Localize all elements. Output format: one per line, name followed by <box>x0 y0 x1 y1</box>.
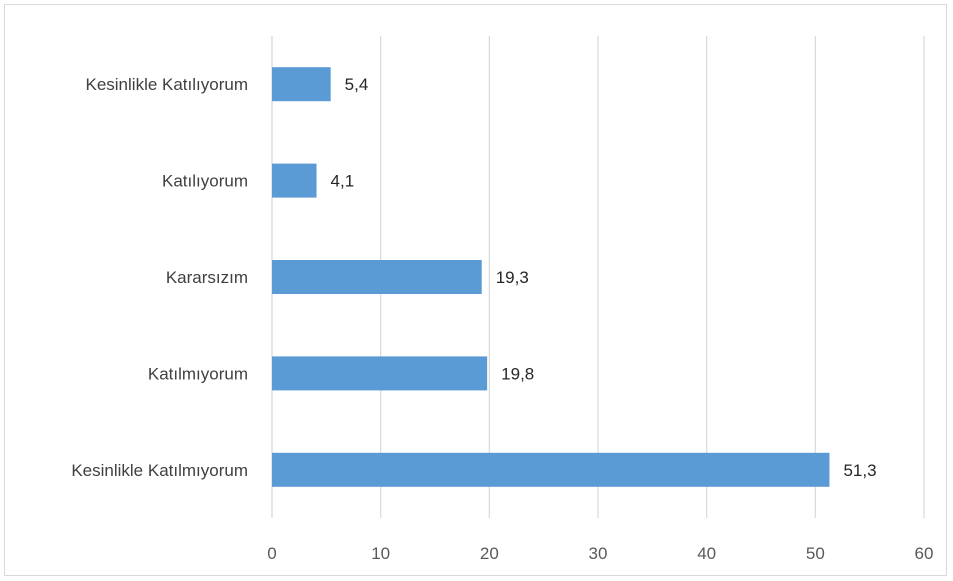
x-tick-label: 40 <box>697 544 716 563</box>
bar <box>272 260 482 294</box>
bar <box>272 356 488 391</box>
data-label: 19,8 <box>501 364 534 383</box>
bar <box>272 67 331 102</box>
data-label: 4,1 <box>331 172 355 191</box>
category-label: Kesinlikle Katılmıyorum <box>71 461 248 480</box>
bar <box>272 163 317 198</box>
data-labels: 5,4 4,1 19,3 19,8 51,3 <box>331 75 877 480</box>
category-label: Kesinlikle Katılıyorum <box>85 75 248 94</box>
x-tick-label: 10 <box>371 544 390 563</box>
x-tick-label: 20 <box>480 544 499 563</box>
x-tick-label: 60 <box>915 544 934 563</box>
category-label: Katılıyorum <box>162 172 248 191</box>
x-tick-label: 50 <box>806 544 825 563</box>
bar <box>272 452 830 487</box>
data-label: 51,3 <box>843 461 876 480</box>
data-label: 5,4 <box>345 75 369 94</box>
x-tick-label: 0 <box>267 544 276 563</box>
x-tick-label: 30 <box>589 544 608 563</box>
data-label: 19,3 <box>496 268 529 287</box>
category-label: Katılmıyorum <box>148 364 248 383</box>
category-label: Kararsızım <box>166 268 248 287</box>
x-axis-tick-labels: 0 10 20 30 40 50 60 <box>267 544 933 563</box>
category-labels: Kesinlikle Katılıyorum Katılıyorum Kararsı… <box>71 75 248 480</box>
bars <box>272 67 830 487</box>
gridlines <box>271 36 925 518</box>
